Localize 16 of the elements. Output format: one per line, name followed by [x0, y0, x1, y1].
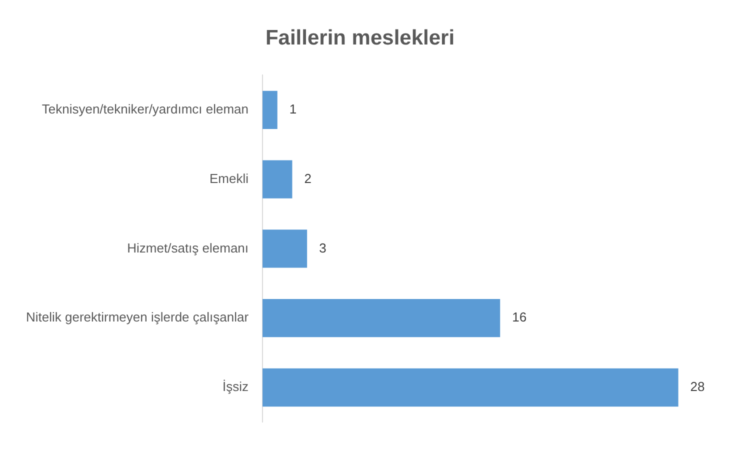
- y-tick-label: İşsiz: [222, 379, 249, 394]
- bar: [262, 160, 292, 198]
- y-tick-label: Nitelik gerektirmeyen işlerde çalışanlar: [26, 310, 250, 325]
- y-tick-label: Hizmet/satış elemanı: [127, 240, 249, 256]
- data-label: 16: [512, 310, 527, 325]
- y-tick-label: Teknisyen/tekniker/yardımcı eleman: [42, 101, 249, 116]
- data-label: 3: [319, 240, 326, 256]
- y-tick-label: Emekli: [210, 170, 249, 186]
- bar: [262, 230, 308, 268]
- data-label: 1: [289, 101, 297, 116]
- bar: [262, 368, 678, 407]
- chart-title: Faillerin meslekleri: [265, 26, 455, 50]
- data-label: 28: [690, 379, 705, 394]
- bar: [262, 299, 500, 338]
- bar: [262, 90, 278, 129]
- data-label: 2: [304, 170, 312, 186]
